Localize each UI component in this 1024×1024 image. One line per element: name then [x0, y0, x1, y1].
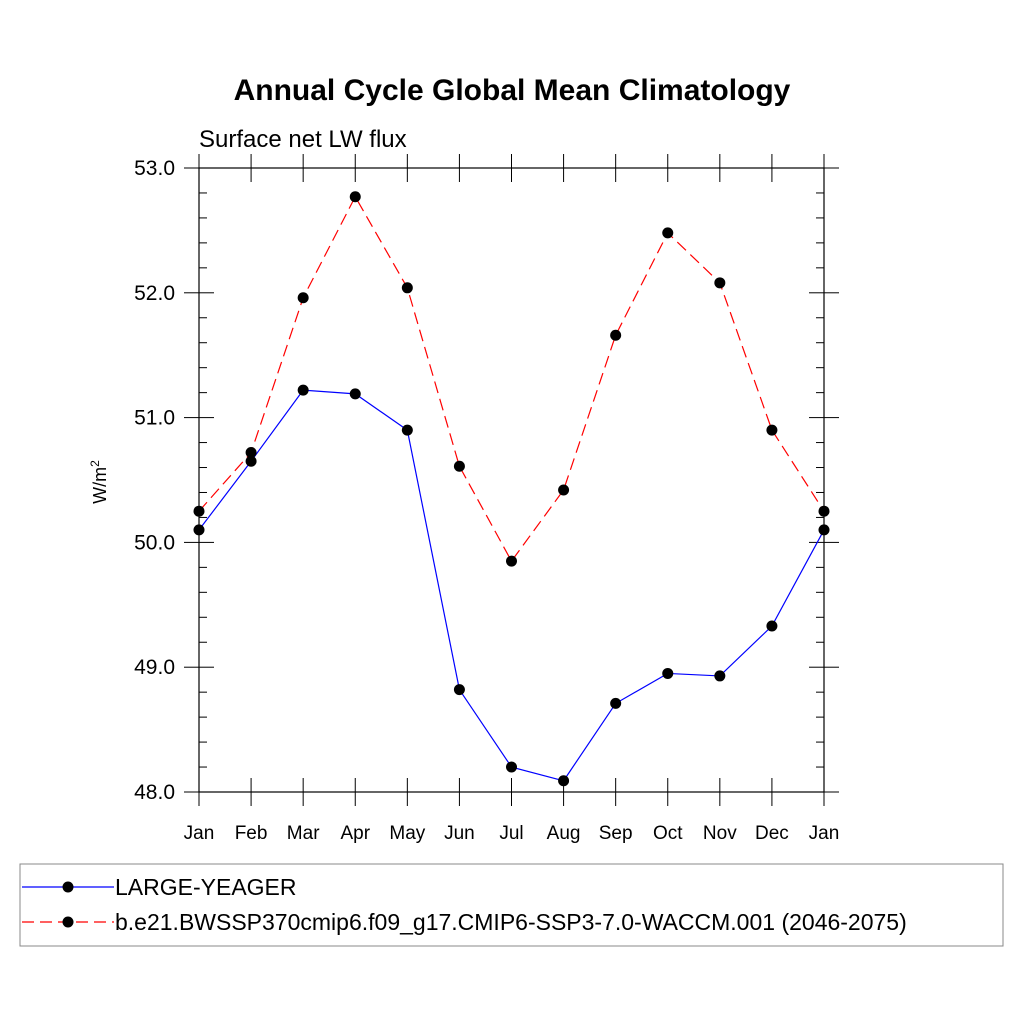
- y-axis-label: W/m2: [88, 460, 110, 504]
- data-point: [453, 460, 465, 472]
- x-tick-label: Aug: [547, 823, 581, 844]
- data-point: [245, 455, 257, 467]
- data-point: [714, 670, 726, 682]
- legend-marker: [62, 881, 74, 893]
- data-point: [245, 447, 257, 459]
- data-point: [506, 555, 517, 567]
- y-tick-label: 52.0: [134, 282, 175, 305]
- x-tick-label: Apr: [340, 823, 370, 844]
- data-point: [401, 282, 413, 294]
- y-tick-label: 50.0: [134, 531, 175, 554]
- y-tick-label: 51.0: [134, 407, 175, 430]
- y-axis-label-superscript: 2: [88, 460, 102, 467]
- y-tick-label: 49.0: [134, 656, 175, 679]
- data-point: [558, 775, 570, 787]
- data-point: [193, 524, 205, 536]
- data-point: [401, 424, 413, 436]
- data-point: [453, 684, 465, 696]
- x-tick-label: Feb: [235, 823, 268, 844]
- x-tick-label: Jan: [184, 823, 215, 844]
- x-tick-label: May: [389, 823, 425, 844]
- legend: LARGE-YEAGER b.e21.BWSSP370cmip6.f09_g17.…: [22, 874, 907, 935]
- y-tick-label: 48.0: [134, 781, 175, 804]
- data-point: [506, 761, 517, 773]
- legend-box: [19, 863, 1004, 947]
- x-tick-label: Dec: [755, 823, 789, 844]
- data-point: [610, 697, 622, 709]
- chart-subtitle: Surface net LW flux: [199, 126, 407, 153]
- series-line: [198, 389, 825, 782]
- x-tick-label: Sep: [599, 823, 633, 844]
- data-point: [818, 505, 830, 517]
- data-point: [662, 667, 674, 679]
- series-layer: [193, 191, 830, 787]
- data-point: [766, 424, 778, 436]
- data-point: [349, 191, 361, 203]
- y-axis-ticks: 48.0 49.0 50.0 51.0 52.0 53.0: [134, 157, 839, 804]
- legend-marker: [62, 916, 74, 928]
- legend-label: LARGE-YEAGER: [115, 874, 297, 900]
- data-point: [349, 388, 361, 400]
- legend-label: b.e21.BWSSP370cmip6.f09_g17.CMIP6-SSP3-7…: [115, 909, 907, 935]
- data-point: [193, 505, 205, 517]
- y-axis-label-unit: W/m: [90, 467, 110, 504]
- data-point: [766, 620, 778, 632]
- data-point: [662, 227, 674, 239]
- y-tick-label: 53.0: [134, 157, 175, 180]
- data-point: [610, 329, 622, 341]
- x-tick-label: Jan: [809, 823, 840, 844]
- data-point: [297, 384, 309, 396]
- x-tick-label: Mar: [287, 823, 320, 844]
- x-tick-label: Jun: [444, 823, 475, 844]
- plot-frame: [198, 167, 825, 793]
- chart-title: Annual Cycle Global Mean Climatology: [234, 74, 791, 107]
- data-point: [297, 292, 309, 304]
- x-tick-label: Oct: [653, 823, 683, 844]
- data-point: [558, 484, 570, 496]
- x-tick-label: Nov: [703, 823, 737, 844]
- data-point: [818, 524, 830, 536]
- x-axis-ticks: Jan Feb Mar Apr May Jun Jul Aug Sep Oct Nov Dec Jan: [184, 154, 840, 844]
- series-line: [198, 195, 825, 563]
- data-point: [714, 277, 726, 289]
- x-tick-label: Jul: [499, 823, 523, 844]
